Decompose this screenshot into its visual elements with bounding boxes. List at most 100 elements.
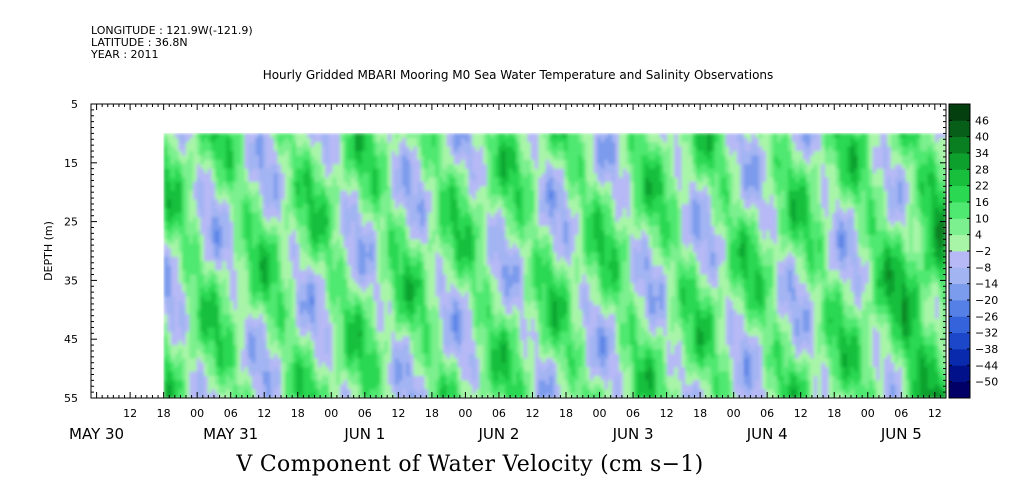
field-cell [380, 212, 385, 218]
field-cell [666, 142, 672, 148]
field-cell [369, 159, 374, 165]
field-cell [725, 217, 730, 223]
field-cell [332, 186, 337, 192]
field-cell [692, 186, 697, 192]
field-cell [229, 155, 235, 161]
field-cell [564, 155, 569, 161]
field-cell [740, 199, 745, 205]
field-cell [545, 173, 550, 179]
field-cell [189, 199, 194, 205]
field-cell [604, 186, 609, 192]
field-cell [402, 212, 407, 218]
field-cell [788, 203, 793, 209]
field-cell [490, 177, 495, 183]
field-cell [226, 168, 231, 174]
field-cell [611, 199, 617, 205]
field-cell [681, 195, 686, 201]
field-cell [306, 146, 312, 152]
field-cell [865, 151, 870, 157]
field-cell [398, 212, 403, 218]
field-cell [850, 155, 855, 161]
field-cell [358, 177, 363, 183]
field-cell [828, 230, 833, 236]
field-cell [464, 146, 470, 152]
field-cell [317, 226, 323, 232]
field-cell [710, 155, 716, 161]
field-cell [637, 164, 642, 170]
field-cell [435, 186, 440, 192]
field-cell [582, 203, 587, 209]
field-cell [644, 164, 650, 170]
field-cell [170, 195, 176, 201]
field-cell [325, 234, 330, 240]
field-cell [350, 137, 356, 143]
field-cell [839, 221, 844, 227]
field-cell [277, 186, 282, 192]
field-cell [409, 151, 415, 157]
field-cell [736, 186, 741, 192]
field-cell [644, 221, 650, 227]
field-cell [755, 146, 760, 152]
field-cell [281, 151, 286, 157]
field-cell [791, 195, 796, 201]
field-cell [802, 159, 808, 165]
field-cell [505, 177, 510, 183]
field-cell [876, 217, 881, 223]
field-cell [332, 234, 337, 240]
field-cell [732, 186, 738, 192]
field-cell [185, 226, 190, 232]
field-cell [732, 203, 738, 209]
field-cell [725, 190, 730, 196]
field-cell [299, 226, 304, 232]
field-cell [457, 234, 462, 240]
field-cell [923, 133, 929, 139]
field-cell [358, 181, 363, 187]
field-cell [211, 221, 216, 227]
field-cell [586, 155, 591, 161]
field-cell [457, 181, 462, 187]
field-cell [762, 203, 767, 209]
field-cell [413, 177, 418, 183]
field-cell [358, 164, 363, 170]
field-cell [773, 190, 778, 196]
field-cell [413, 151, 418, 157]
field-cell [501, 226, 506, 232]
field-cell [813, 226, 819, 232]
field-cell [402, 133, 407, 139]
field-cell [872, 151, 877, 157]
field-cell [398, 234, 403, 240]
field-cell [659, 230, 664, 236]
field-cell [556, 208, 561, 214]
field-cell [777, 173, 782, 179]
field-cell [898, 173, 903, 179]
field-cell [780, 164, 785, 170]
field-cell [729, 164, 734, 170]
field-cell [729, 155, 734, 161]
field-cell [692, 230, 697, 236]
field-cell [868, 212, 874, 218]
field-cell [373, 173, 378, 179]
field-cell [541, 208, 547, 214]
field-cell [468, 221, 473, 227]
field-cell [806, 230, 811, 236]
field-cell [339, 168, 345, 174]
field-cell [479, 155, 484, 161]
field-cell [343, 177, 348, 183]
field-cell [453, 168, 459, 174]
field-cell [244, 151, 249, 157]
field-cell [641, 226, 646, 232]
field-cell [549, 142, 554, 148]
field-cell [619, 177, 624, 183]
field-cell [461, 133, 466, 139]
field-cell [611, 217, 617, 223]
field-cell [633, 146, 639, 152]
velocity-field [163, 133, 946, 398]
field-cell [284, 234, 290, 240]
field-cell [619, 133, 624, 139]
field-cell [832, 186, 837, 192]
field-cell [923, 155, 929, 161]
field-cell [295, 234, 301, 240]
field-cell [641, 164, 646, 170]
field-cell [564, 159, 569, 165]
